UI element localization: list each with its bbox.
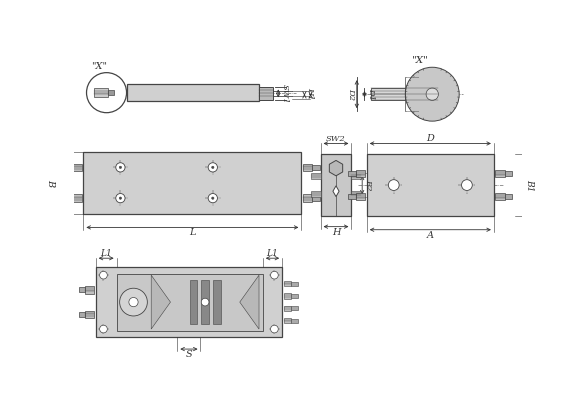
Polygon shape xyxy=(329,160,343,176)
Bar xyxy=(283,281,292,286)
Bar xyxy=(505,194,512,199)
Bar xyxy=(495,170,505,177)
Text: B1: B1 xyxy=(525,179,534,191)
Bar xyxy=(311,191,321,197)
Circle shape xyxy=(120,288,147,316)
Bar xyxy=(283,293,292,299)
Polygon shape xyxy=(333,186,339,197)
Circle shape xyxy=(129,298,138,307)
Circle shape xyxy=(212,197,214,199)
Bar xyxy=(356,193,365,200)
Circle shape xyxy=(201,298,209,306)
Bar xyxy=(190,280,197,324)
Bar xyxy=(348,194,356,199)
Bar xyxy=(312,196,320,201)
Bar xyxy=(311,173,321,179)
Bar xyxy=(108,90,114,95)
Bar xyxy=(352,191,361,197)
Circle shape xyxy=(100,325,107,333)
Bar xyxy=(65,196,73,201)
Bar xyxy=(321,154,352,216)
Text: B: B xyxy=(46,179,55,186)
Circle shape xyxy=(462,180,473,190)
Bar xyxy=(292,306,297,310)
Bar xyxy=(79,312,85,317)
Bar xyxy=(96,268,282,337)
Text: L1: L1 xyxy=(100,249,112,258)
Bar xyxy=(303,164,312,171)
Text: SW2: SW2 xyxy=(326,135,346,143)
Circle shape xyxy=(119,197,122,199)
Text: S: S xyxy=(186,350,192,359)
Circle shape xyxy=(212,166,214,168)
Bar xyxy=(126,84,259,101)
Bar xyxy=(65,165,73,170)
Circle shape xyxy=(208,163,218,172)
Circle shape xyxy=(116,194,125,203)
Text: D: D xyxy=(427,134,434,143)
Bar xyxy=(85,286,94,294)
Bar xyxy=(371,88,405,100)
Text: D2: D2 xyxy=(347,88,354,100)
Bar xyxy=(312,165,320,170)
Polygon shape xyxy=(151,275,171,329)
Polygon shape xyxy=(240,275,259,329)
Bar xyxy=(292,294,297,298)
Text: "X": "X" xyxy=(412,56,429,65)
Bar xyxy=(495,193,505,200)
Bar xyxy=(73,194,82,202)
Bar xyxy=(348,171,356,176)
Bar xyxy=(292,282,297,286)
Circle shape xyxy=(271,325,278,333)
Bar xyxy=(259,86,273,100)
Circle shape xyxy=(271,271,278,279)
Bar xyxy=(116,274,263,330)
Text: "X": "X" xyxy=(91,62,107,71)
Circle shape xyxy=(405,67,459,121)
Circle shape xyxy=(116,163,125,172)
Bar xyxy=(303,194,312,202)
Circle shape xyxy=(119,166,122,168)
Bar xyxy=(79,288,85,292)
Text: L1: L1 xyxy=(267,249,278,258)
Circle shape xyxy=(426,88,438,100)
Bar xyxy=(505,171,512,176)
Bar xyxy=(283,318,292,323)
Text: D1: D1 xyxy=(367,88,375,100)
Circle shape xyxy=(208,194,218,203)
Bar xyxy=(85,310,94,318)
Bar xyxy=(73,164,82,171)
Circle shape xyxy=(87,73,126,113)
Text: SW1: SW1 xyxy=(281,84,289,103)
Text: H: H xyxy=(332,228,340,236)
Bar xyxy=(94,88,108,97)
Bar xyxy=(292,319,297,322)
Bar xyxy=(283,306,292,311)
Text: L: L xyxy=(189,228,196,237)
Text: H1: H1 xyxy=(307,87,315,100)
Text: B2: B2 xyxy=(364,179,372,191)
Bar xyxy=(213,280,221,324)
Text: A: A xyxy=(427,231,434,240)
Circle shape xyxy=(388,180,399,190)
Bar xyxy=(83,152,301,214)
Bar xyxy=(367,154,494,216)
Circle shape xyxy=(100,271,107,279)
Bar xyxy=(356,170,365,177)
Bar xyxy=(201,280,209,324)
Bar xyxy=(352,173,361,179)
